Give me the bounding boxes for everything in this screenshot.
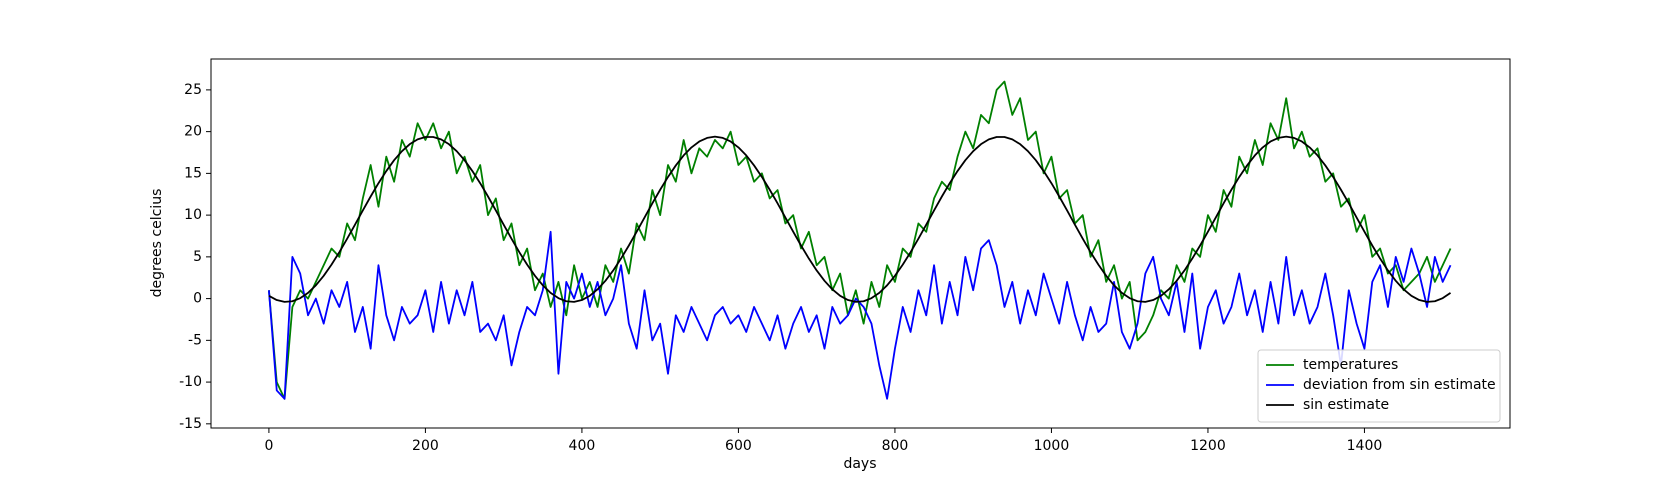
y-tick-label: 25 [184, 82, 202, 98]
x-tick-label: 0 [264, 438, 273, 454]
x-tick-label: 1400 [1347, 438, 1383, 454]
x-tick-label: 800 [882, 438, 909, 454]
legend-label: temperatures [1303, 357, 1398, 373]
y-tick-label: -15 [179, 416, 202, 432]
x-tick-label: 1000 [1034, 438, 1070, 454]
legend-label: deviation from sin estimate [1303, 377, 1496, 393]
y-tick-label: 15 [184, 165, 202, 181]
legend-box [1257, 349, 1501, 423]
x-axis-label: days [843, 456, 876, 472]
legend-label: sin estimate [1303, 397, 1389, 413]
y-tick-label: 10 [184, 207, 202, 223]
series-line [268, 135, 1452, 303]
x-tick-label: 400 [569, 438, 596, 454]
x-tick-label: 600 [725, 438, 752, 454]
y-tick-label: 5 [193, 249, 202, 265]
x-tick-label: 1200 [1190, 438, 1226, 454]
y-tick-label: -10 [179, 374, 202, 390]
plot-frame [210, 58, 1511, 429]
y-tick-label: 0 [193, 291, 202, 307]
y-tick-label: -5 [188, 332, 202, 348]
y-tick-label: 20 [184, 124, 202, 140]
x-tick-label: 200 [412, 438, 439, 454]
y-axis-label: degrees celcius [149, 189, 165, 298]
series-line [268, 230, 1452, 400]
